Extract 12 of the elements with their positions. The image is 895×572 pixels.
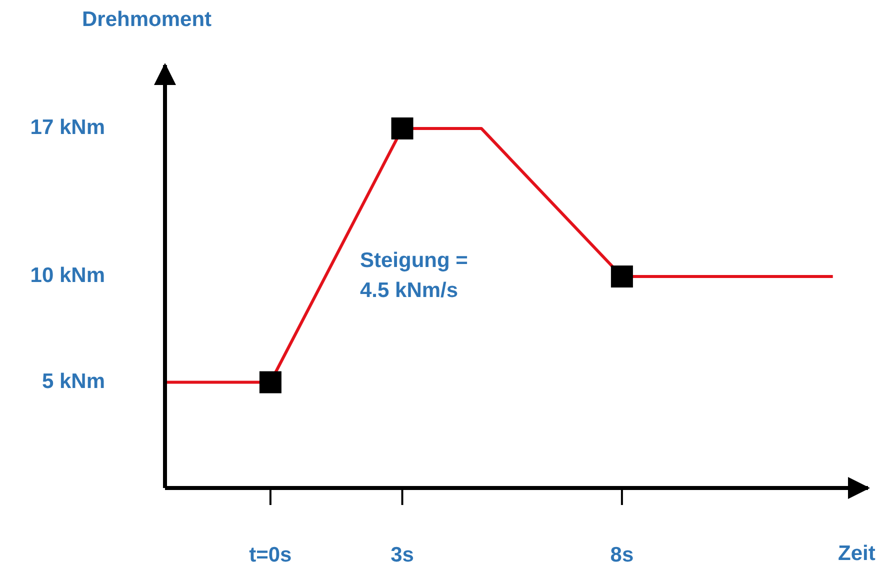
point: [391, 117, 414, 140]
point: [610, 266, 633, 288]
y-axis-title: Drehmoment: [82, 8, 212, 32]
annotation: Steigung = 4.5 kNm/s: [360, 248, 469, 304]
x-tick-label: 8s: [610, 544, 634, 567]
x-tick-label: 3s: [390, 544, 414, 567]
point: [259, 371, 282, 394]
y-tick-label: 17 kNm: [30, 116, 105, 139]
x-tick-label: t=0s: [249, 544, 292, 567]
y-tick-label: 10 kNm: [30, 264, 105, 288]
y-tick-label: 5 kNm: [42, 370, 105, 393]
x-axis-title: Zeit: [838, 542, 876, 566]
